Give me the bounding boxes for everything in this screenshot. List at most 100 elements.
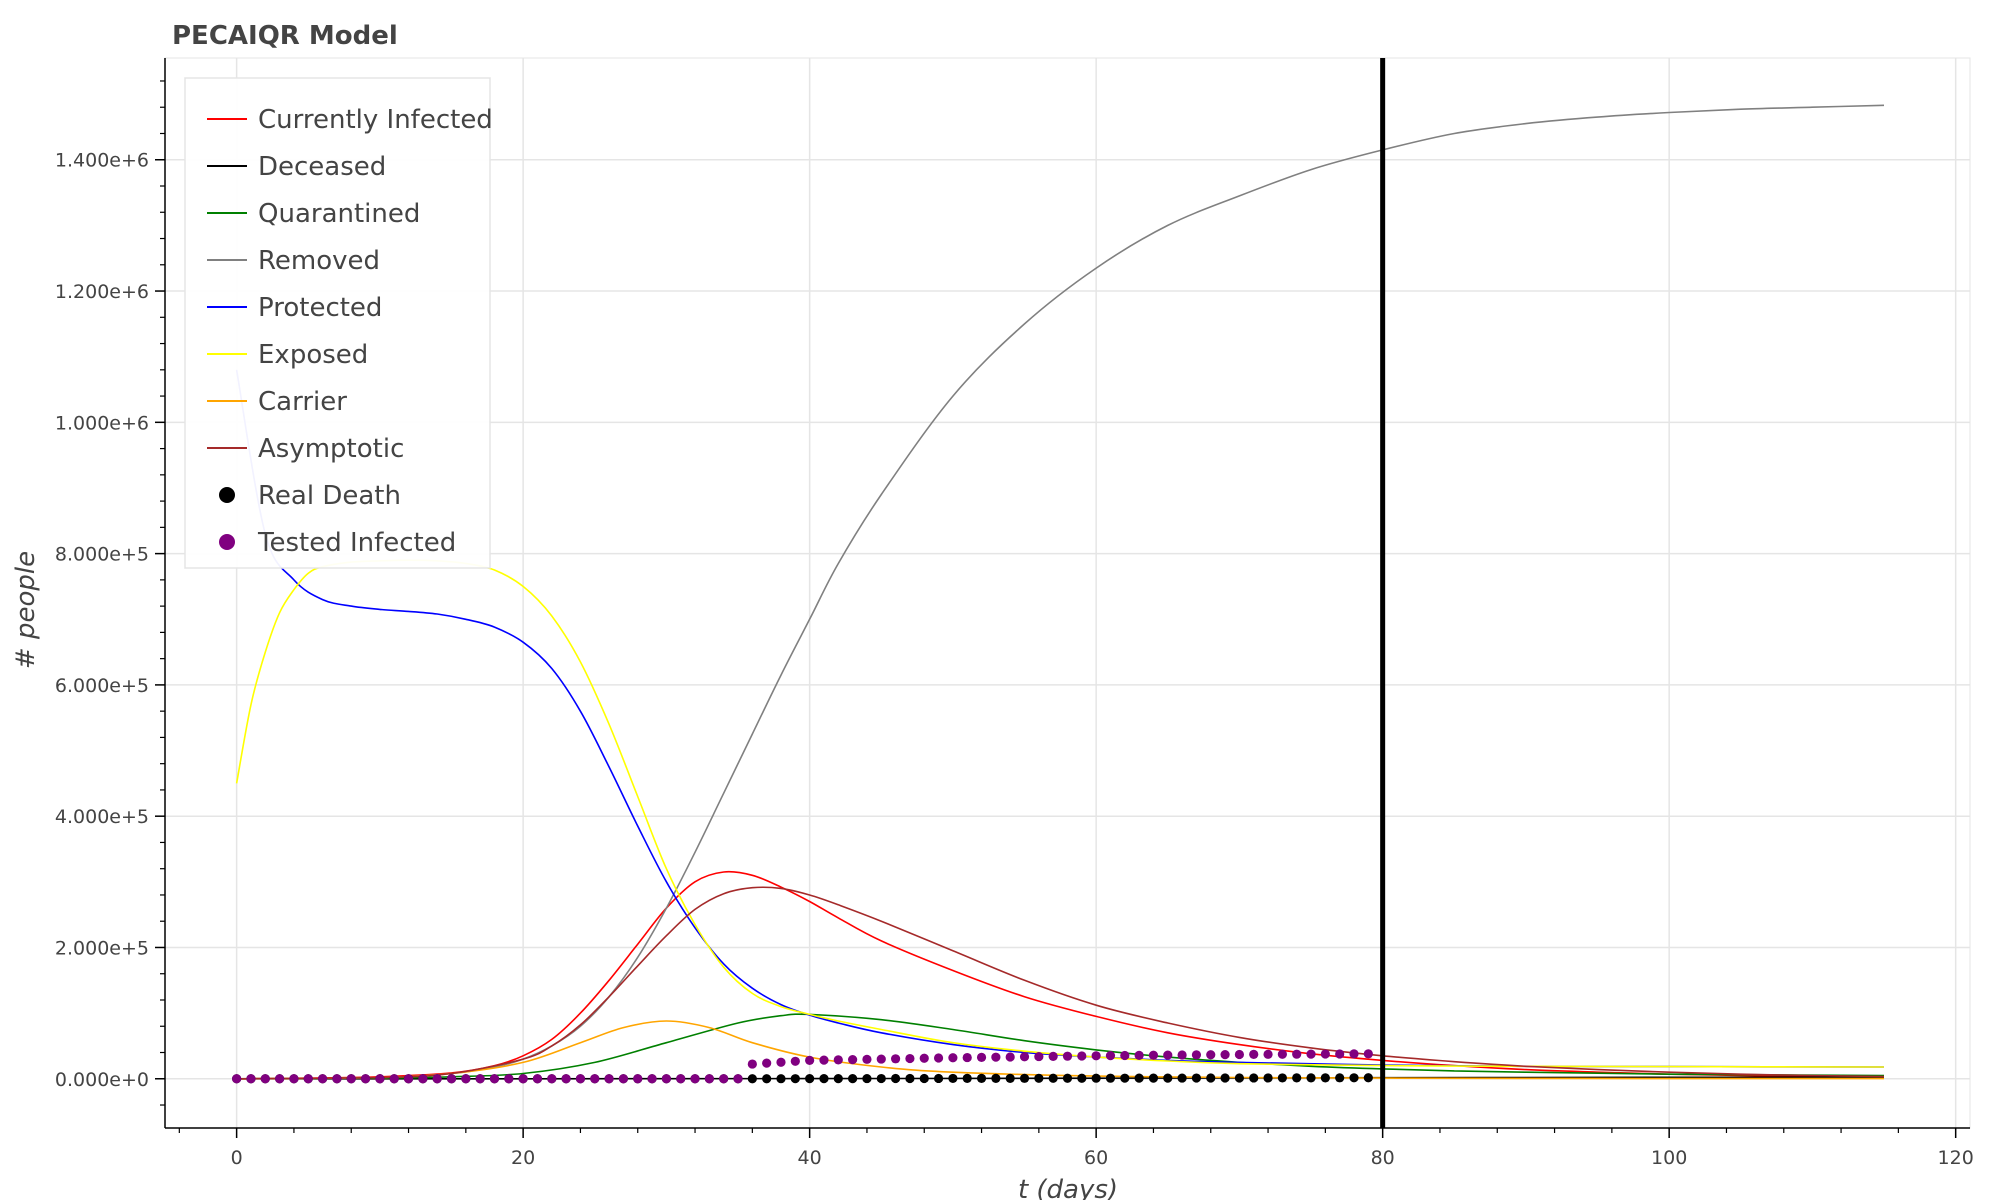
- point-real-death: [762, 1074, 772, 1084]
- point-real-death: [790, 1074, 800, 1084]
- point-tested-infected: [1320, 1049, 1330, 1059]
- point-tested-infected: [289, 1074, 299, 1084]
- point-real-death: [976, 1073, 987, 1083]
- point-tested-infected: [1120, 1050, 1130, 1061]
- scatter-layer: [232, 1049, 1373, 1084]
- point-tested-infected: [776, 1057, 786, 1067]
- point-tested-infected: [933, 1053, 944, 1063]
- point-tested-infected: [590, 1074, 600, 1084]
- point-tested-infected: [360, 1074, 371, 1084]
- legend-label-tested-infected[interactable]: Tested Infected: [257, 528, 456, 558]
- point-tested-infected: [1005, 1052, 1015, 1062]
- chart-title: PECAIQR Model: [172, 21, 398, 51]
- point-tested-infected: [1148, 1050, 1159, 1060]
- point-tested-infected: [489, 1074, 500, 1084]
- point-tested-infected: [1220, 1050, 1230, 1060]
- series-line-quarantined: [236, 1013, 1885, 1080]
- legend[interactable]: Currently Infected Deceased Quarantined Rem…: [184, 77, 493, 569]
- point-tested-infected: [475, 1074, 485, 1084]
- point-real-death: [1120, 1073, 1130, 1083]
- legend-label-quarantined[interactable]: Quarantined: [258, 199, 420, 229]
- legend-label-real-death[interactable]: Real Death: [258, 481, 401, 511]
- point-tested-infected: [733, 1074, 743, 1084]
- point-real-death: [1277, 1073, 1287, 1083]
- point-tested-infected: [317, 1074, 328, 1084]
- x-tick-label: 0: [231, 1147, 243, 1169]
- point-real-death: [1320, 1073, 1330, 1083]
- point-tested-infected: [446, 1074, 457, 1084]
- legend-label-protected[interactable]: Protected: [258, 293, 382, 323]
- point-tested-infected: [1177, 1050, 1187, 1060]
- point-tested-infected: [1277, 1049, 1287, 1059]
- point-tested-infected: [890, 1054, 901, 1064]
- point-tested-infected: [862, 1054, 872, 1064]
- point-real-death: [919, 1073, 929, 1084]
- point-tested-infected: [833, 1055, 843, 1065]
- legend-label-exposed[interactable]: Exposed: [258, 340, 368, 370]
- point-tested-infected: [1034, 1051, 1044, 1062]
- point-real-death: [848, 1073, 858, 1084]
- point-tested-infected: [618, 1074, 629, 1084]
- point-tested-infected: [275, 1074, 285, 1084]
- legend-label-carrier[interactable]: Carrier: [258, 387, 347, 417]
- point-tested-infected: [647, 1074, 657, 1084]
- point-real-death: [1005, 1073, 1015, 1083]
- legend-label-removed[interactable]: Removed: [258, 246, 380, 276]
- point-tested-infected: [1263, 1049, 1273, 1059]
- point-real-death: [1335, 1073, 1345, 1083]
- x-tick-label: 80: [1371, 1147, 1395, 1169]
- point-tested-infected: [232, 1074, 242, 1084]
- y-tick-label: 2.000e+5: [55, 937, 149, 959]
- point-tested-infected: [332, 1074, 342, 1084]
- point-tested-infected: [1105, 1051, 1116, 1061]
- point-tested-infected: [747, 1059, 757, 1069]
- y-tick-label: 0.000e+0: [55, 1069, 149, 1091]
- y-tick-label: 1.200e+6: [55, 281, 149, 303]
- point-real-death: [1048, 1073, 1058, 1083]
- point-real-death: [776, 1074, 786, 1084]
- point-tested-infected: [919, 1053, 929, 1063]
- legend-label-currently-infected[interactable]: Currently Infected: [258, 105, 493, 135]
- point-tested-infected: [418, 1074, 428, 1084]
- point-tested-infected: [561, 1074, 571, 1084]
- point-tested-infected: [575, 1074, 586, 1084]
- point-real-death: [1191, 1073, 1202, 1083]
- legend-label-asymptotic[interactable]: Asymptotic: [258, 434, 404, 464]
- point-tested-infected: [1163, 1050, 1173, 1060]
- point-tested-infected: [504, 1074, 514, 1084]
- point-tested-infected: [962, 1052, 972, 1063]
- point-tested-infected: [948, 1053, 958, 1063]
- point-tested-infected: [532, 1074, 543, 1084]
- point-tested-infected: [991, 1052, 1001, 1062]
- point-real-death: [890, 1073, 901, 1084]
- point-real-death: [1148, 1073, 1159, 1083]
- legend-label-deceased[interactable]: Deceased: [258, 152, 386, 182]
- y-tick-label: 4.000e+5: [55, 806, 149, 828]
- point-real-death: [833, 1074, 843, 1084]
- point-tested-infected: [1206, 1050, 1216, 1060]
- point-real-death: [1091, 1073, 1101, 1083]
- point-tested-infected: [1234, 1049, 1245, 1060]
- legend-box: [184, 77, 491, 569]
- point-tested-infected: [690, 1074, 700, 1084]
- point-real-death: [862, 1073, 872, 1084]
- point-real-death: [1220, 1073, 1230, 1083]
- point-tested-infected: [719, 1074, 729, 1084]
- point-real-death: [1263, 1073, 1273, 1083]
- y-tick-label: 6.000e+5: [55, 675, 149, 697]
- axes: 0 20 40 60 80 100 120 0.000e+0 2.000e+5 4.000e+5 6…: [55, 58, 1974, 1169]
- series-line-asymptotic: [236, 886, 1885, 1080]
- point-tested-infected: [461, 1074, 471, 1084]
- x-tick-label: 100: [1651, 1147, 1687, 1169]
- y-axis-title: # people: [11, 551, 41, 669]
- point-tested-infected: [876, 1054, 886, 1064]
- x-tick-label: 120: [1938, 1147, 1974, 1169]
- point-tested-infected: [704, 1074, 714, 1084]
- point-real-death: [1206, 1073, 1216, 1083]
- x-axis-title: t (days): [1018, 1175, 1118, 1200]
- point-tested-infected: [976, 1052, 987, 1062]
- point-real-death: [805, 1074, 815, 1084]
- point-tested-infected: [1048, 1051, 1058, 1061]
- point-real-death: [1249, 1073, 1259, 1083]
